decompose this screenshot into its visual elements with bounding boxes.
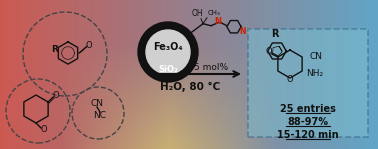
Text: CN: CN	[90, 98, 104, 107]
Text: O: O	[53, 90, 59, 100]
Text: OH: OH	[191, 9, 203, 18]
Text: H₂O, 80 °C: H₂O, 80 °C	[160, 82, 220, 92]
Text: NC: NC	[93, 111, 107, 121]
Text: O: O	[266, 46, 272, 55]
Text: N: N	[214, 17, 222, 26]
Text: O: O	[41, 125, 47, 135]
Circle shape	[138, 22, 198, 82]
Text: CN: CN	[310, 52, 323, 61]
Text: O: O	[287, 76, 293, 84]
Text: CH₃: CH₃	[208, 10, 221, 16]
Circle shape	[146, 30, 190, 74]
Text: N: N	[239, 27, 245, 36]
Text: SiO₂: SiO₂	[158, 66, 178, 74]
Text: NH₂: NH₂	[306, 69, 323, 78]
Text: 15-120 min: 15-120 min	[277, 130, 339, 140]
Text: O: O	[86, 41, 93, 49]
FancyBboxPatch shape	[248, 29, 368, 137]
Text: Fe₃O₄: Fe₃O₄	[153, 42, 183, 52]
Text: 88-97%: 88-97%	[288, 117, 328, 127]
Text: 25 entries: 25 entries	[280, 104, 336, 114]
Text: R: R	[51, 45, 58, 53]
Text: 5 mol%: 5 mol%	[194, 62, 228, 72]
Text: R: R	[271, 29, 279, 39]
